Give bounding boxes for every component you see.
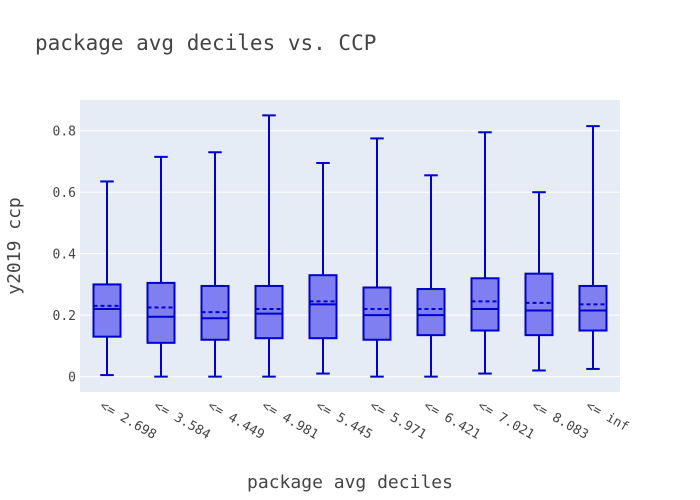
box-6 [362, 137, 392, 378]
box-iqr [578, 284, 608, 332]
x-tick-label: <= 5.445 [313, 398, 375, 442]
box-1 [92, 180, 122, 377]
x-tick-label: <= 7.021 [475, 398, 537, 442]
x-axis-title: package avg deciles [247, 472, 453, 493]
x-axis-ticks: <= 2.698<= 3.584<= 4.449<= 4.981<= 5.445… [97, 398, 631, 442]
box-iqr [362, 286, 392, 341]
box-iqr [416, 288, 446, 337]
box-5 [308, 162, 338, 375]
box-7 [416, 174, 446, 378]
x-tick-label: <= 3.584 [151, 398, 213, 442]
x-tick-label: <= 5.971 [367, 398, 429, 442]
box-3 [200, 151, 230, 378]
x-tick-label: <= 4.449 [205, 398, 267, 442]
x-tick-label: <= 2.698 [97, 398, 159, 442]
y-tick-label: 0.6 [53, 186, 76, 201]
box-10 [578, 125, 608, 370]
box-4 [254, 114, 284, 378]
x-tick-label: <= 4.981 [259, 398, 321, 442]
x-tick-label: <= 6.421 [421, 398, 483, 442]
box-iqr [146, 281, 176, 344]
box-iqr [308, 274, 338, 340]
y-tick-label: 0.4 [53, 248, 77, 263]
box-iqr [254, 284, 284, 340]
x-tick-label: <= 8.083 [529, 398, 591, 442]
box-iqr [470, 277, 500, 332]
y-axis-title: y2019 ccp [4, 197, 25, 295]
box-iqr [524, 272, 554, 337]
box-8 [470, 131, 500, 375]
box-iqr [92, 283, 122, 338]
chart-title: package avg deciles vs. CCP [35, 31, 376, 55]
y-tick-label: 0 [68, 371, 76, 386]
box-2 [146, 155, 176, 378]
box-9 [524, 191, 554, 372]
boxes [92, 114, 608, 378]
y-tick-label: 0.2 [53, 309, 76, 324]
y-axis-ticks: 0 0.2 0.4 0.6 0.8 [53, 125, 77, 386]
y-tick-label: 0.8 [53, 125, 76, 140]
